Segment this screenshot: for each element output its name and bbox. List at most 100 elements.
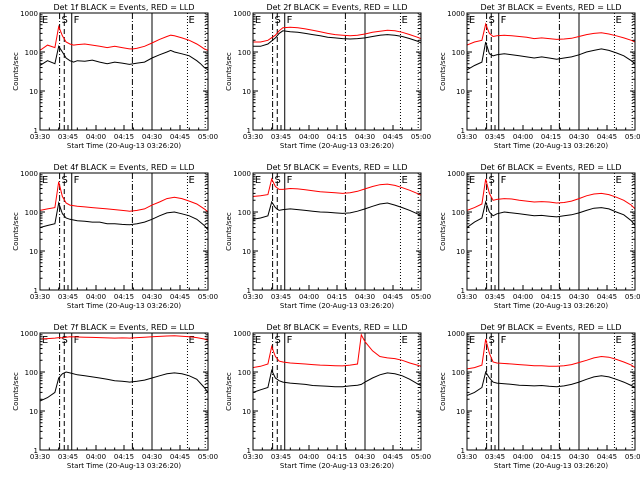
panel-title: Det 6f BLACK = Events, RED = LLD — [480, 163, 621, 172]
x-tick-label: 04:45 — [383, 293, 403, 301]
y-axis-label: Counts/sec — [439, 372, 447, 411]
y-axis-label: Counts/sec — [12, 372, 20, 411]
x-tick-label: 05:00 — [198, 133, 218, 141]
x-tick-label: 03:30 — [457, 453, 477, 461]
x-tick-label: 04:00 — [86, 293, 106, 301]
phase-marker: F — [501, 175, 507, 186]
y-tick-label: 1000 — [233, 10, 251, 18]
x-tick-label: 04:15 — [327, 133, 347, 141]
x-tick-label: 04:30 — [355, 293, 375, 301]
series-lld-line — [253, 333, 421, 369]
x-tick-label: 05:00 — [411, 133, 431, 141]
x-tick-label: 05:00 — [198, 453, 218, 461]
y-tick-label: 1 — [461, 447, 465, 455]
x-tick-label: 03:30 — [243, 293, 263, 301]
x-tick-label: 03:30 — [30, 453, 50, 461]
y-tick-label: 100 — [452, 209, 465, 217]
x-tick-label: 04:15 — [541, 133, 561, 141]
y-tick-label: 10 — [242, 248, 251, 256]
y-tick-label: 1000 — [233, 170, 251, 178]
x-axis-label: Start Time (20-Aug-13 03:26:20) — [280, 462, 394, 470]
panel-det-7: Det 7f BLACK = Events, RED = LLD E S F E 1 10 1… — [12, 323, 218, 470]
y-tick-label: 1 — [247, 287, 251, 295]
x-axis-label: Start Time (20-Aug-13 03:26:20) — [280, 142, 394, 150]
y-tick-label: 10 — [29, 88, 38, 96]
x-tick-label: 04:15 — [114, 293, 134, 301]
x-tick-label: 04:30 — [355, 453, 375, 461]
x-axis-label: Start Time (20-Aug-13 03:26:20) — [494, 462, 608, 470]
x-tick-label: 03:30 — [457, 133, 477, 141]
y-tick-label: 1000 — [20, 10, 38, 18]
panel-det-9: Det 9f BLACK = Events, RED = LLD E S F E 1 10 1… — [439, 323, 640, 470]
panel-det-8: Det 8f BLACK = Events, RED = LLD E S F E 1 10 1… — [225, 323, 431, 470]
y-tick-label: 1 — [461, 287, 465, 295]
phase-marker: S — [275, 335, 281, 346]
y-axis-label: Counts/sec — [225, 52, 233, 91]
phase-marker: F — [501, 15, 507, 26]
x-tick-label: 03:45 — [58, 293, 78, 301]
panel-title: Det 7f BLACK = Events, RED = LLD — [53, 323, 194, 332]
panel-det-5: Det 5f BLACK = Events, RED = LLD E S F E 1 10 1… — [225, 163, 431, 310]
phase-marker: E — [42, 175, 48, 186]
x-tick-label: 03:45 — [485, 133, 505, 141]
x-tick-label: 04:00 — [86, 133, 106, 141]
x-tick-label: 04:45 — [170, 453, 190, 461]
y-axis-label: Counts/sec — [225, 372, 233, 411]
phase-marker: E — [469, 15, 475, 26]
y-tick-label: 10 — [242, 88, 251, 96]
x-tick-label: 03:30 — [457, 293, 477, 301]
phase-marker: E — [255, 335, 261, 346]
y-axis-label: Counts/sec — [12, 52, 20, 91]
x-tick-label: 04:30 — [355, 133, 375, 141]
series-lld-line — [253, 177, 421, 197]
x-tick-label: 03:45 — [271, 453, 291, 461]
x-tick-label: 03:30 — [30, 293, 50, 301]
x-tick-label: 03:30 — [243, 133, 263, 141]
series-events-line — [467, 200, 635, 228]
panel-title: Det 1f BLACK = Events, RED = LLD — [53, 3, 194, 12]
series-events-line — [40, 45, 208, 71]
x-tick-label: 04:00 — [513, 133, 533, 141]
y-tick-label: 1000 — [447, 330, 465, 338]
phase-marker: E — [188, 335, 194, 346]
y-tick-label: 100 — [238, 49, 251, 57]
x-tick-label: 05:00 — [411, 453, 431, 461]
phase-marker: E — [469, 175, 475, 186]
x-tick-label: 04:45 — [170, 293, 190, 301]
series-lld-line — [40, 181, 208, 213]
x-tick-label: 04:45 — [383, 133, 403, 141]
y-tick-label: 10 — [29, 248, 38, 256]
phase-marker: S — [489, 15, 495, 26]
x-axis-label: Start Time (20-Aug-13 03:26:20) — [67, 462, 181, 470]
y-tick-label: 100 — [238, 369, 251, 377]
phase-marker: F — [501, 335, 507, 346]
x-tick-label: 03:45 — [58, 453, 78, 461]
x-tick-label: 05:00 — [625, 293, 640, 301]
phase-marker: S — [275, 175, 281, 186]
series-events-line — [253, 30, 421, 47]
series-lld-line — [467, 178, 635, 211]
x-axis-label: Start Time (20-Aug-13 03:26:20) — [67, 302, 181, 310]
x-tick-label: 03:30 — [243, 453, 263, 461]
series-events-line — [253, 200, 421, 220]
panel-det-1: Det 1f BLACK = Events, RED = LLD E S F E 1 10 1… — [12, 3, 218, 150]
y-tick-label: 100 — [452, 369, 465, 377]
x-tick-label: 04:00 — [513, 453, 533, 461]
y-tick-label: 1000 — [447, 170, 465, 178]
y-axis-label: Counts/sec — [12, 212, 20, 251]
x-tick-label: 03:45 — [58, 133, 78, 141]
x-tick-label: 04:45 — [597, 453, 617, 461]
series-lld-line — [40, 335, 208, 341]
series-lld-line — [467, 338, 635, 370]
y-tick-label: 1 — [461, 127, 465, 135]
phase-marker: E — [401, 15, 407, 26]
x-tick-label: 04:45 — [597, 293, 617, 301]
series-lld-line — [467, 22, 635, 46]
x-tick-label: 04:30 — [142, 453, 162, 461]
y-tick-label: 10 — [29, 408, 38, 416]
panel-title: Det 5f BLACK = Events, RED = LLD — [266, 163, 407, 172]
x-tick-label: 03:30 — [30, 133, 50, 141]
panel-title: Det 9f BLACK = Events, RED = LLD — [480, 323, 621, 332]
